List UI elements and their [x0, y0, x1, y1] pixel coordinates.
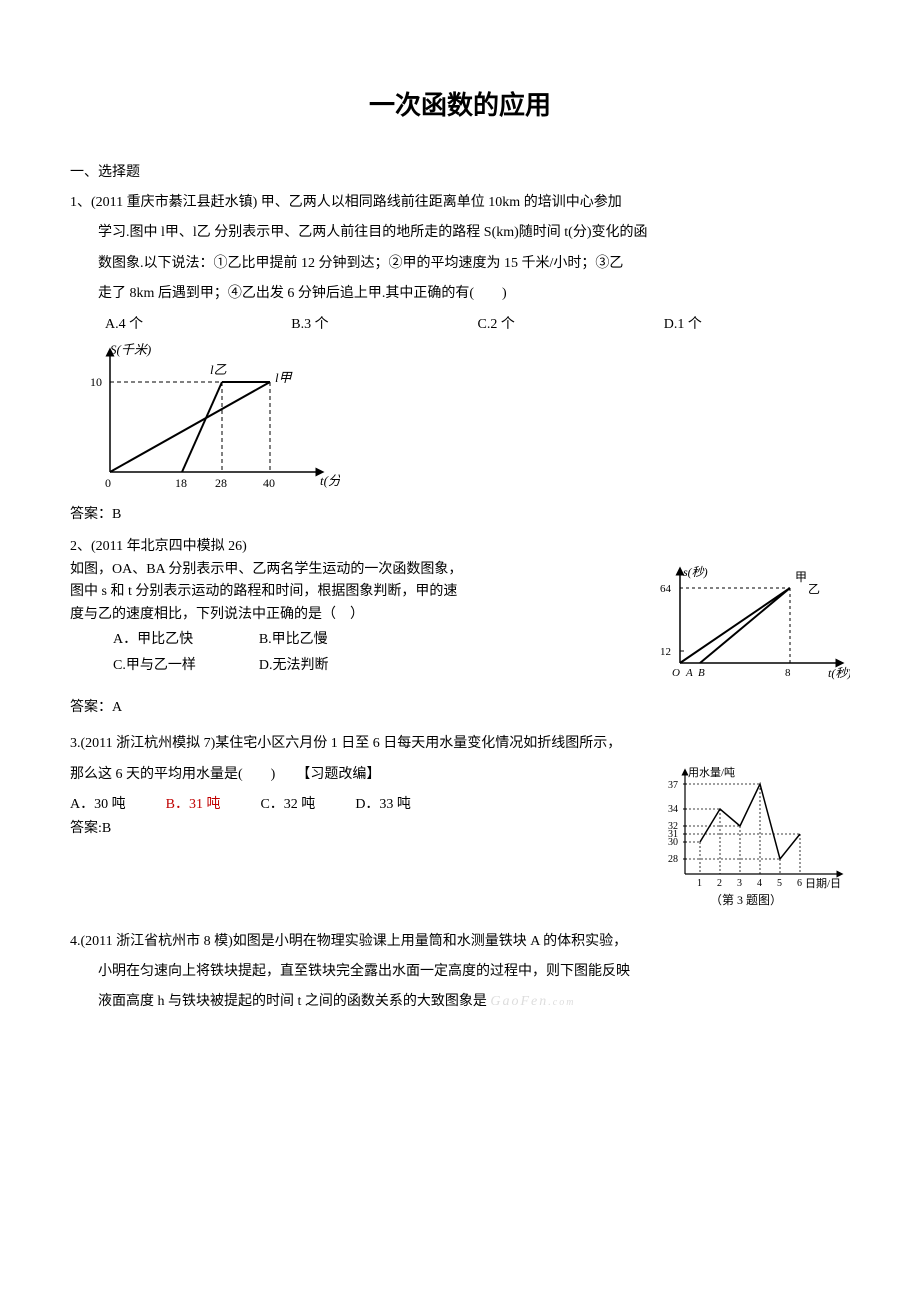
svg-text:34: 34	[668, 804, 678, 815]
svg-text:1: 1	[697, 878, 702, 889]
q2-line1: 如图，OA、BA 分别表示甲、乙两名学生运动的一次函数图象，	[70, 559, 630, 581]
q2-yi: 乙	[808, 582, 820, 596]
svg-text:28: 28	[215, 476, 227, 490]
q4-line3: 液面高度 h 与铁块被提起的时间 t 之间的函数关系的大致图象是 GaoFen.…	[70, 991, 850, 1013]
svg-text:18: 18	[175, 476, 187, 490]
q2-jia: 甲	[795, 570, 807, 584]
q1-answer: 答案：B	[70, 504, 850, 526]
watermark-icon: GaoFen	[490, 994, 548, 1009]
q2-chart: s(秒) t(秒) 甲 乙 64 12 O A B 8	[650, 563, 850, 683]
section-heading: 一、选择题	[70, 162, 850, 184]
q3-opt-c: C．32 吨	[260, 794, 315, 816]
q2-ylabel: s(秒)	[683, 565, 708, 579]
q3-line2: 那么这 6 天的平均用水量是( ) 【习题改编】	[70, 764, 630, 786]
q1-xlabel: t(分)	[320, 473, 340, 488]
question-2: 2、(2011 年北京四中模拟 26) 如图，OA、BA 分别表示甲、乙两名学生…	[70, 536, 850, 719]
q2-options: A．甲比乙快 B.甲比乙慢 C.甲与乙一样 D.无法判断	[110, 626, 390, 681]
svg-text:64: 64	[660, 583, 672, 595]
q1-label-jia: l甲	[275, 370, 293, 385]
q3-stem: 3.(2011 浙江杭州模拟 7)某住宅小区六月份 1 日至 6 日每天用水量变…	[70, 733, 850, 755]
svg-text:2: 2	[717, 878, 722, 889]
q2-opt-b: B.甲比乙慢	[258, 628, 389, 652]
svg-text:A: A	[685, 667, 693, 679]
q2-line3: 度与乙的速度相比，下列说法中正确的是（ ）	[70, 604, 630, 626]
svg-text:4: 4	[757, 878, 762, 889]
q1-stem-4: 走了 8km 后遇到甲；④乙出发 6 分钟后追上甲.其中正确的有( )	[70, 283, 850, 305]
question-4: 4.(2011 浙江省杭州市 8 模)如图是小明在物理实验课上用量筒和水测量铁块…	[70, 931, 850, 1014]
q2-head: 2、(2011 年北京四中模拟 26)	[70, 536, 850, 558]
q1-opt-c: C.2 个	[478, 314, 664, 336]
q4-line2: 小明在匀速向上将铁块提起，直至铁块完全露出水面一定高度的过程中，则下图能反映	[70, 961, 850, 983]
svg-text:10: 10	[90, 375, 102, 389]
svg-text:B: B	[698, 667, 705, 679]
question-3: 3.(2011 浙江杭州模拟 7)某住宅小区六月份 1 日至 6 日每天用水量变…	[70, 733, 850, 908]
svg-text:5: 5	[777, 878, 782, 889]
q3-answer: 答案:B	[70, 818, 630, 840]
q4-stem: 4.(2011 浙江省杭州市 8 模)如图是小明在物理实验课上用量筒和水测量铁块…	[70, 931, 850, 953]
q3-opt-d: D．33 吨	[355, 794, 411, 816]
q3-options: A．30 吨 B．31 吨 C．32 吨 D．33 吨	[70, 794, 630, 816]
q1-options: A.4 个 B.3 个 C.2 个 D.1 个	[105, 314, 850, 336]
q3-ylabel: 用水量/吨	[688, 766, 735, 779]
watermark-suffix: .com	[548, 997, 575, 1008]
q2-answer: 答案：A	[70, 697, 850, 719]
q1-label-yi: l乙	[210, 362, 227, 377]
svg-text:30: 30	[668, 837, 678, 848]
q1-stem-3: 数图象.以下说法：①乙比甲提前 12 分钟到达；②甲的平均速度为 15 千米/小…	[70, 253, 850, 275]
svg-text:40: 40	[263, 476, 275, 490]
q2-xlabel: t(秒)	[828, 666, 850, 680]
question-1: 1、(2011 重庆市綦江县赶水镇) 甲、乙两人以相同路线前往距离单位 10km…	[70, 192, 850, 526]
q2-opt-a: A．甲比乙快	[112, 628, 256, 652]
svg-text:37: 37	[668, 780, 678, 791]
page-title: 一次函数的应用	[70, 85, 850, 127]
q1-ylabel: S(千米)	[110, 342, 151, 357]
q1-opt-b: B.3 个	[291, 314, 477, 336]
svg-text:8: 8	[785, 667, 791, 679]
q3-xlabel: 日期/日	[805, 877, 841, 890]
q1-chart: S(千米) t(分) l甲 l乙 10 0 18 28 40	[80, 342, 850, 502]
q3-caption: （第 3 题图）	[710, 893, 782, 907]
q1-stem-1: 1、(2011 重庆市綦江县赶水镇) 甲、乙两人以相同路线前往距离单位 10km…	[70, 192, 850, 214]
svg-text:6: 6	[797, 878, 802, 889]
q3-opt-a: A．30 吨	[70, 794, 126, 816]
q2-line2: 图中 s 和 t 分别表示运动的路程和时间，根据图象判断，甲的速	[70, 581, 630, 603]
q2-opt-d: D.无法判断	[258, 654, 389, 678]
q3-chart: 用水量/吨 日期/日 37 34 32 31 30 28 1 2 3 4	[650, 764, 850, 909]
svg-text:O: O	[672, 667, 680, 679]
q1-stem-2: 学习.图中 l甲、l乙 分别表示甲、乙两人前往目的地所走的路程 S(km)随时间…	[70, 222, 850, 244]
q3-opt-b: B．31 吨	[166, 794, 221, 816]
q1-line-jia	[110, 382, 270, 472]
svg-text:28: 28	[668, 854, 678, 865]
q2-opt-c: C.甲与乙一样	[112, 654, 256, 678]
q1-opt-a: A.4 个	[105, 314, 291, 336]
svg-text:12: 12	[660, 646, 671, 658]
svg-text:0: 0	[105, 476, 111, 490]
svg-text:3: 3	[737, 878, 742, 889]
q1-opt-d: D.1 个	[664, 314, 850, 336]
